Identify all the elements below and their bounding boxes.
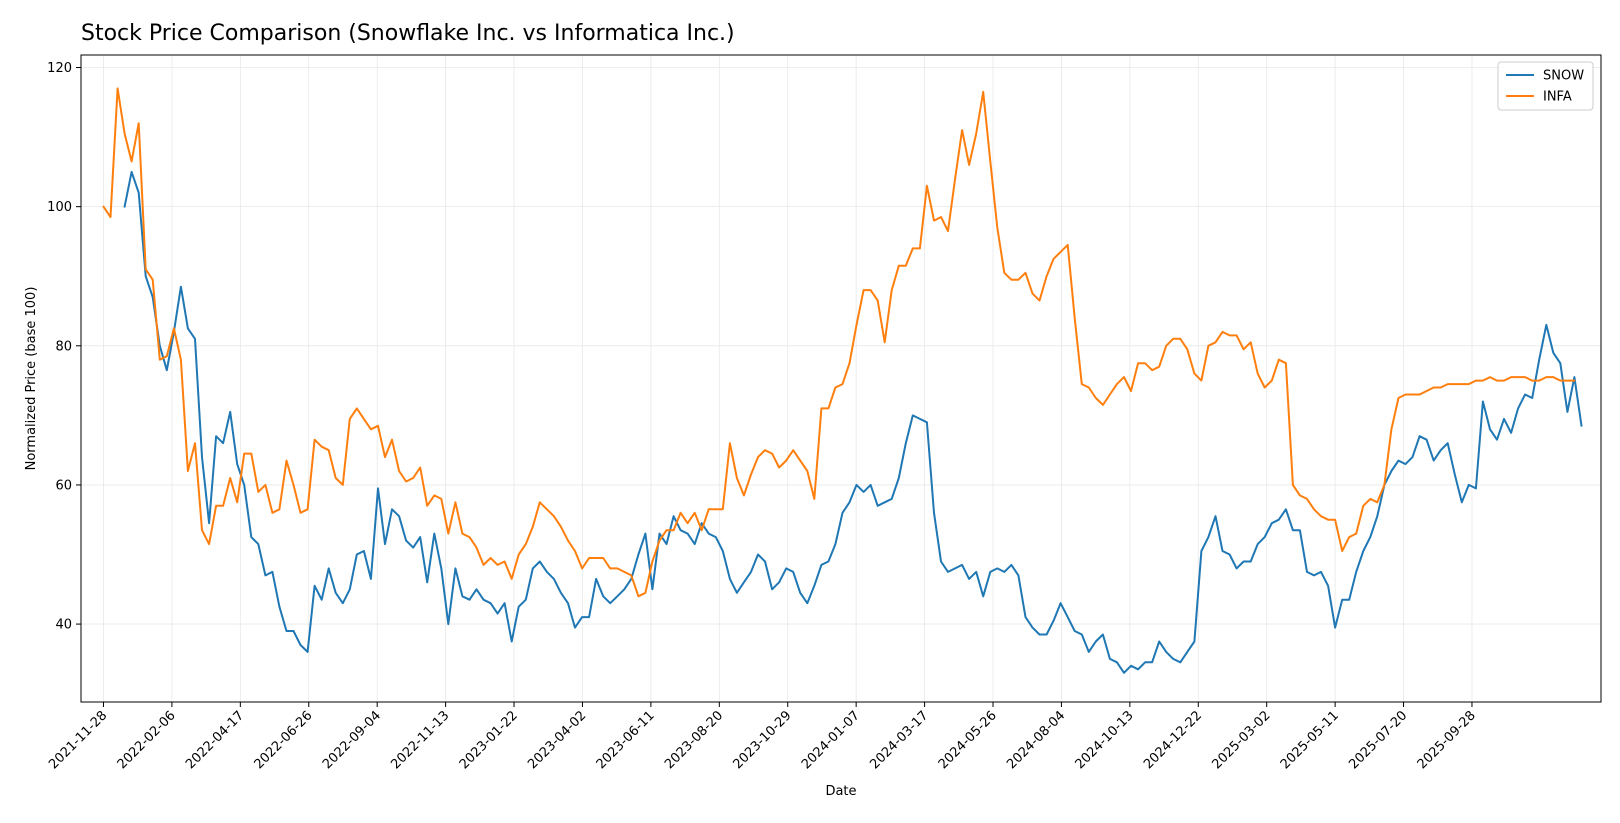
legend-label-infa: INFA [1543,90,1572,105]
legend: SNOW INFA [1498,62,1593,110]
y-tick-label: 120 [47,61,72,76]
x-axis-label: Date [825,784,856,799]
y-axis-label: Normalized Price (base 100) [24,287,39,471]
y-tick-label: 60 [55,478,72,493]
chart-title: Stock Price Comparison (Snowflake Inc. v… [81,21,735,46]
y-tick-label: 40 [55,618,72,633]
legend-label-snow: SNOW [1543,69,1584,84]
y-tick-label: 100 [47,200,72,215]
y-tick-label: 80 [55,339,72,354]
